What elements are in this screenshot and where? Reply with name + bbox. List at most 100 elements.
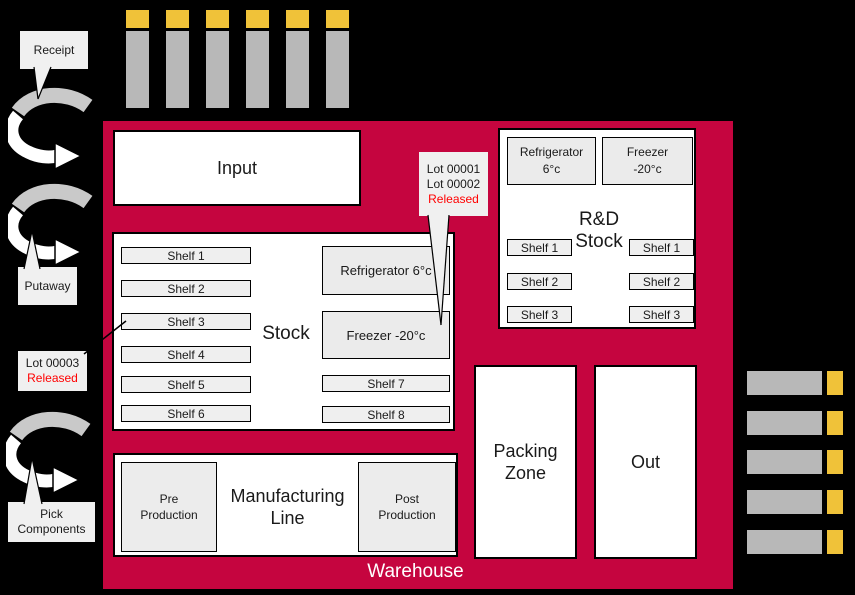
lot-00003-label: Lot 00003 xyxy=(25,356,80,370)
truck-trailer xyxy=(166,31,189,108)
rd-left-shelf-1: Shelf 1 xyxy=(507,239,572,256)
shelf-label: Shelf 3 xyxy=(167,314,205,329)
stock-shelf-2: Shelf 2 xyxy=(121,280,251,297)
truck-trailer xyxy=(747,371,822,395)
truck-cab xyxy=(326,10,349,28)
pre-production-label-line2: Production xyxy=(140,508,198,522)
shelf-label: Shelf 3 xyxy=(642,307,681,322)
rd-stock-zone-label: R&D Stock xyxy=(549,208,649,254)
freezer-temp: -20°c xyxy=(633,162,662,176)
post-production-label-line2: Production xyxy=(378,508,436,522)
truck-cab xyxy=(126,10,149,28)
putaway-callout: Putaway xyxy=(18,267,77,305)
truck-trailer xyxy=(246,31,269,108)
rd-refrigerator: Refrigerator 6°c xyxy=(507,137,596,185)
truck-icon xyxy=(246,10,269,108)
stock-refrigerator: Refrigerator 6°c xyxy=(322,246,450,295)
shelf-label: Shelf 7 xyxy=(367,376,405,391)
packing-zone-label-line1: Packing xyxy=(493,441,558,461)
truck-trailer xyxy=(747,411,822,435)
manufacturing-label-line1: Manufacturing xyxy=(230,486,345,506)
stock-zone-label: Stock xyxy=(252,322,320,346)
pre-production-box: Pre Production xyxy=(121,462,217,552)
pick-flow-arrow-icon xyxy=(6,411,91,495)
refrigerator-label: Refrigerator xyxy=(519,145,584,159)
truck-trailer xyxy=(747,530,822,554)
shelf-label: Shelf 1 xyxy=(520,240,559,255)
truck-icon xyxy=(326,10,349,108)
truck-icon xyxy=(206,10,229,108)
truck-cab xyxy=(827,450,843,474)
lot-00001-label: Lot 00001 xyxy=(426,161,481,176)
lot-00002-label: Lot 00002 xyxy=(426,176,481,191)
stock-label-text: Stock xyxy=(262,323,310,344)
pick-callout-label-line2: Components xyxy=(17,522,86,536)
truck-cab xyxy=(827,490,843,514)
truck-icon xyxy=(166,10,189,108)
post-production-box: Post Production xyxy=(358,462,456,552)
out-zone-label: Out xyxy=(630,452,660,472)
shelf-label: Shelf 2 xyxy=(520,274,559,289)
refrigerator-temp: 6°c xyxy=(542,162,561,176)
rd-stock-zone: Refrigerator 6°c Freezer -20°c R&D Stock… xyxy=(498,128,696,329)
putaway-callout-label: Putaway xyxy=(24,278,71,293)
rd-right-shelf-2: Shelf 2 xyxy=(629,273,694,290)
truck-icon xyxy=(126,10,149,108)
truck-trailer xyxy=(747,490,822,514)
warehouse-title-text: Warehouse xyxy=(367,561,464,582)
manufacturing-label-line2: Line xyxy=(270,508,305,528)
shelf-label: Shelf 5 xyxy=(167,377,205,392)
truck-cab xyxy=(166,10,189,28)
truck-cab xyxy=(827,411,843,435)
putaway-flow-arrow-icon xyxy=(8,183,93,267)
truck-cab xyxy=(246,10,269,28)
receipt-callout-label: Receipt xyxy=(33,42,75,57)
warehouse-area: Input Shelf 1 Shelf 2 Shelf 3 Shelf 4 Sh… xyxy=(103,121,733,589)
truck-trailer xyxy=(747,450,822,474)
rd-right-shelf-3: Shelf 3 xyxy=(629,306,694,323)
rd-left-shelf-3: Shelf 3 xyxy=(507,306,572,323)
truck-trailer xyxy=(126,31,149,108)
truck-trailer xyxy=(286,31,309,108)
shelf-label: Shelf 4 xyxy=(167,347,205,362)
shelf-label: Shelf 3 xyxy=(520,307,559,322)
lot-00003-callout: Lot 00003 Released xyxy=(18,351,87,391)
receipt-callout: Receipt xyxy=(20,31,88,69)
manufacturing-zone: Pre Production Manufacturing Line Post P… xyxy=(113,453,458,557)
stock-shelf-8: Shelf 8 xyxy=(322,406,450,423)
rd-label-line1: R&D xyxy=(578,209,620,230)
pick-components-callout: Pick Components xyxy=(8,502,95,542)
shelf-label: Shelf 1 xyxy=(167,248,205,263)
truck-cab xyxy=(827,371,843,395)
manufacturing-zone-label: Manufacturing Line xyxy=(215,455,360,559)
post-production-label-line1: Post xyxy=(394,492,419,506)
lot-00001-00002-status: Released xyxy=(428,191,479,206)
truck-cab xyxy=(286,10,309,28)
truck-trailer xyxy=(326,31,349,108)
truck-cab xyxy=(827,530,843,554)
refrigerator-label: Refrigerator 6°c xyxy=(340,263,432,278)
shelf-label: Shelf 2 xyxy=(167,281,205,296)
shelf-label: Shelf 1 xyxy=(642,240,681,255)
pick-callout-label-line1: Pick xyxy=(40,507,63,521)
stock-shelf-3: Shelf 3 xyxy=(121,313,251,330)
receipt-flow-arrow-icon xyxy=(8,87,93,171)
stock-shelf-6: Shelf 6 xyxy=(121,405,251,422)
stock-shelf-1: Shelf 1 xyxy=(121,247,251,264)
rd-label-line2: Stock xyxy=(575,231,623,252)
freezer-label: Freezer xyxy=(626,145,669,159)
rd-right-shelf-1: Shelf 1 xyxy=(629,239,694,256)
input-zone: Input xyxy=(113,130,361,206)
lot-00003-status: Released xyxy=(27,371,78,385)
packing-zone-label-line2: Zone xyxy=(504,463,547,483)
shelf-label: Shelf 8 xyxy=(367,407,405,422)
lot-00001-00002-callout: Lot 00001 Lot 00002 Released xyxy=(419,152,488,216)
input-zone-label: Input xyxy=(216,158,258,178)
stock-freezer: Freezer -20°c xyxy=(322,311,450,359)
packing-zone: Packing Zone xyxy=(474,365,577,559)
truck-icon xyxy=(286,10,309,108)
shelf-label: Shelf 2 xyxy=(642,274,681,289)
truck-trailer xyxy=(206,31,229,108)
rd-freezer: Freezer -20°c xyxy=(602,137,693,185)
